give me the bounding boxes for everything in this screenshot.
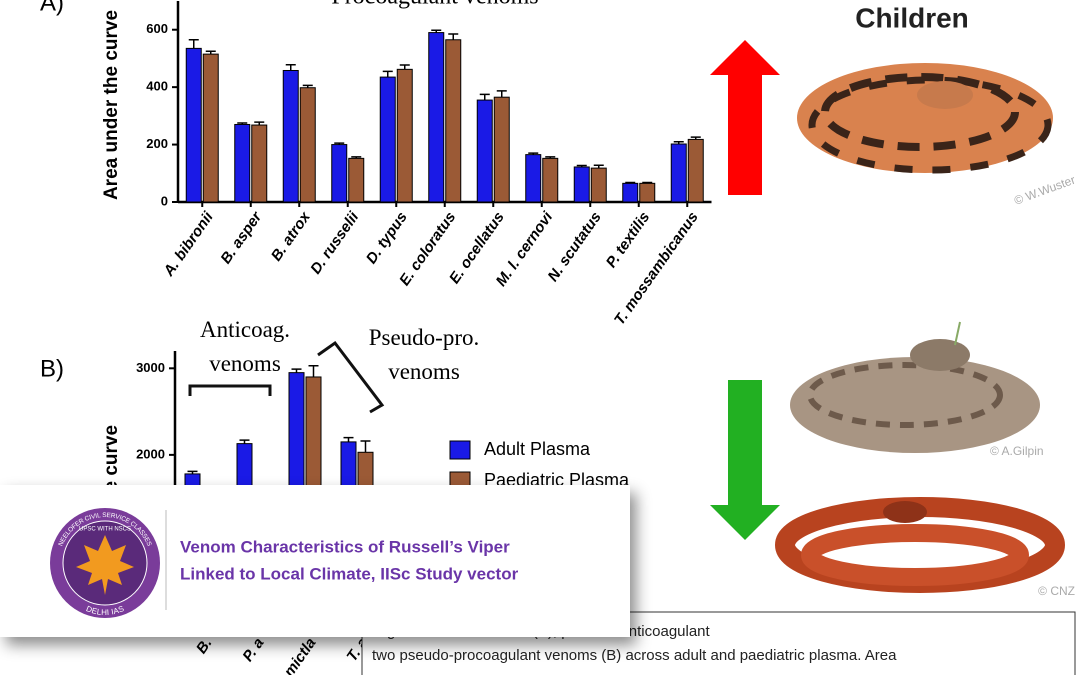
panel-label: A)	[40, 0, 64, 16]
y-tick-label: 600	[146, 21, 168, 36]
bar	[299, 87, 316, 203]
error-bar	[237, 122, 248, 125]
bar	[525, 154, 542, 203]
error-bar	[334, 142, 345, 145]
bar	[542, 157, 559, 203]
snake-photo	[775, 497, 1065, 593]
error-bar	[360, 440, 371, 453]
error-bar	[351, 156, 362, 159]
logo-text: DELHI IAS	[85, 604, 126, 617]
error-bar	[593, 164, 604, 169]
error-bar	[343, 436, 354, 442]
bar	[476, 99, 493, 203]
bar	[670, 143, 687, 203]
error-bar	[545, 156, 556, 159]
snake-photo	[797, 63, 1053, 174]
bar	[202, 53, 219, 203]
bar	[639, 182, 656, 203]
chart-title: Procoagulant venoms	[331, 0, 538, 10]
error-bar	[448, 33, 459, 40]
bar	[687, 138, 704, 203]
down-arrow	[710, 380, 780, 540]
legend-label: Adult Plasma	[484, 439, 591, 459]
up-arrow	[710, 40, 780, 195]
error-bar	[291, 368, 302, 373]
y-tick-label: 3000	[136, 360, 165, 375]
x-tick-label: A. bibronii	[160, 208, 218, 280]
chart: A) Procoagulant venoms Area under the curv…	[40, 0, 712, 328]
error-bar	[496, 90, 507, 98]
error-bar	[239, 439, 250, 444]
snake-photo	[790, 321, 1040, 453]
bar	[282, 69, 299, 203]
bar	[590, 167, 607, 203]
credit: © CNZ	[1038, 584, 1075, 598]
bar	[251, 124, 268, 203]
legend-swatch	[449, 440, 471, 460]
banner: NEELOFER CIVIL SERVICE CLASSES DELHI IAS…	[0, 485, 630, 637]
annotation: Pseudo-pro. venoms	[369, 325, 480, 384]
x-tick-label: D. typus	[363, 209, 411, 267]
y-tick-label: 2000	[136, 446, 165, 461]
bar	[331, 144, 348, 203]
error-bar	[308, 364, 319, 377]
x-tick-label: B. atrox	[268, 208, 314, 264]
credit: © A.Gilpin	[990, 444, 1044, 458]
y-tick-label: 400	[146, 79, 168, 94]
x-tick-label: T. mossambicanus	[611, 209, 702, 328]
y-tick-label: 0	[161, 193, 168, 208]
bar	[379, 76, 396, 203]
bracket	[188, 384, 272, 396]
banner-title: Venom Characteristics of Russell’s Viper	[180, 537, 510, 556]
logo-text: UPSC WITH NSCS	[79, 527, 131, 533]
bar	[573, 166, 590, 203]
bar	[622, 182, 639, 203]
x-tick-label: P. a	[239, 635, 267, 665]
error-bar	[187, 470, 198, 474]
legend-label: Paediatric Plasma	[484, 470, 630, 490]
error-bar	[399, 64, 410, 70]
error-bar	[479, 93, 490, 101]
error-bar	[576, 164, 587, 167]
error-bar	[528, 152, 539, 155]
bar	[185, 47, 202, 203]
x-tick-label: mictla	[281, 635, 320, 675]
annotation: Anticoag. venoms	[200, 317, 290, 376]
logo-leaf	[76, 535, 134, 595]
y-tick-label: 200	[146, 136, 168, 151]
bar	[396, 68, 413, 203]
x-tick-label: B.	[193, 635, 216, 657]
caption-line: two pseudo-procoagulant venoms (B) acros…	[372, 647, 897, 664]
bar	[348, 157, 365, 203]
error-bar	[188, 39, 199, 49]
bar	[493, 96, 510, 203]
error-bar	[431, 29, 442, 33]
error-bar	[382, 70, 393, 78]
bar	[445, 39, 462, 203]
banner-title: Linked to Local Climate, IISc Study vect…	[180, 564, 519, 583]
error-bar	[205, 50, 216, 55]
bar	[234, 123, 251, 203]
logo-text: DELHI IAS	[85, 604, 126, 617]
x-tick-label: B. asper	[217, 208, 266, 267]
error-bar	[254, 121, 265, 126]
y-axis-label: Area under the curve	[101, 10, 122, 200]
bar	[428, 32, 445, 203]
x-tick-label: D. russelii	[307, 208, 363, 277]
heading: Children	[855, 2, 969, 33]
error-bar	[673, 140, 684, 144]
panel-label: B)	[40, 355, 64, 382]
error-bar	[642, 181, 653, 184]
banner-art: NEELOFER CIVIL SERVICE CLASSES DELHI IAS…	[50, 508, 519, 618]
credit: © W.Wuster	[1012, 173, 1077, 208]
x-tick-label: P. textilis	[603, 209, 654, 271]
bracket	[317, 340, 385, 414]
error-bar	[625, 181, 636, 184]
error-bar	[690, 136, 701, 140]
error-bar	[302, 84, 313, 88]
error-bar	[285, 63, 296, 71]
